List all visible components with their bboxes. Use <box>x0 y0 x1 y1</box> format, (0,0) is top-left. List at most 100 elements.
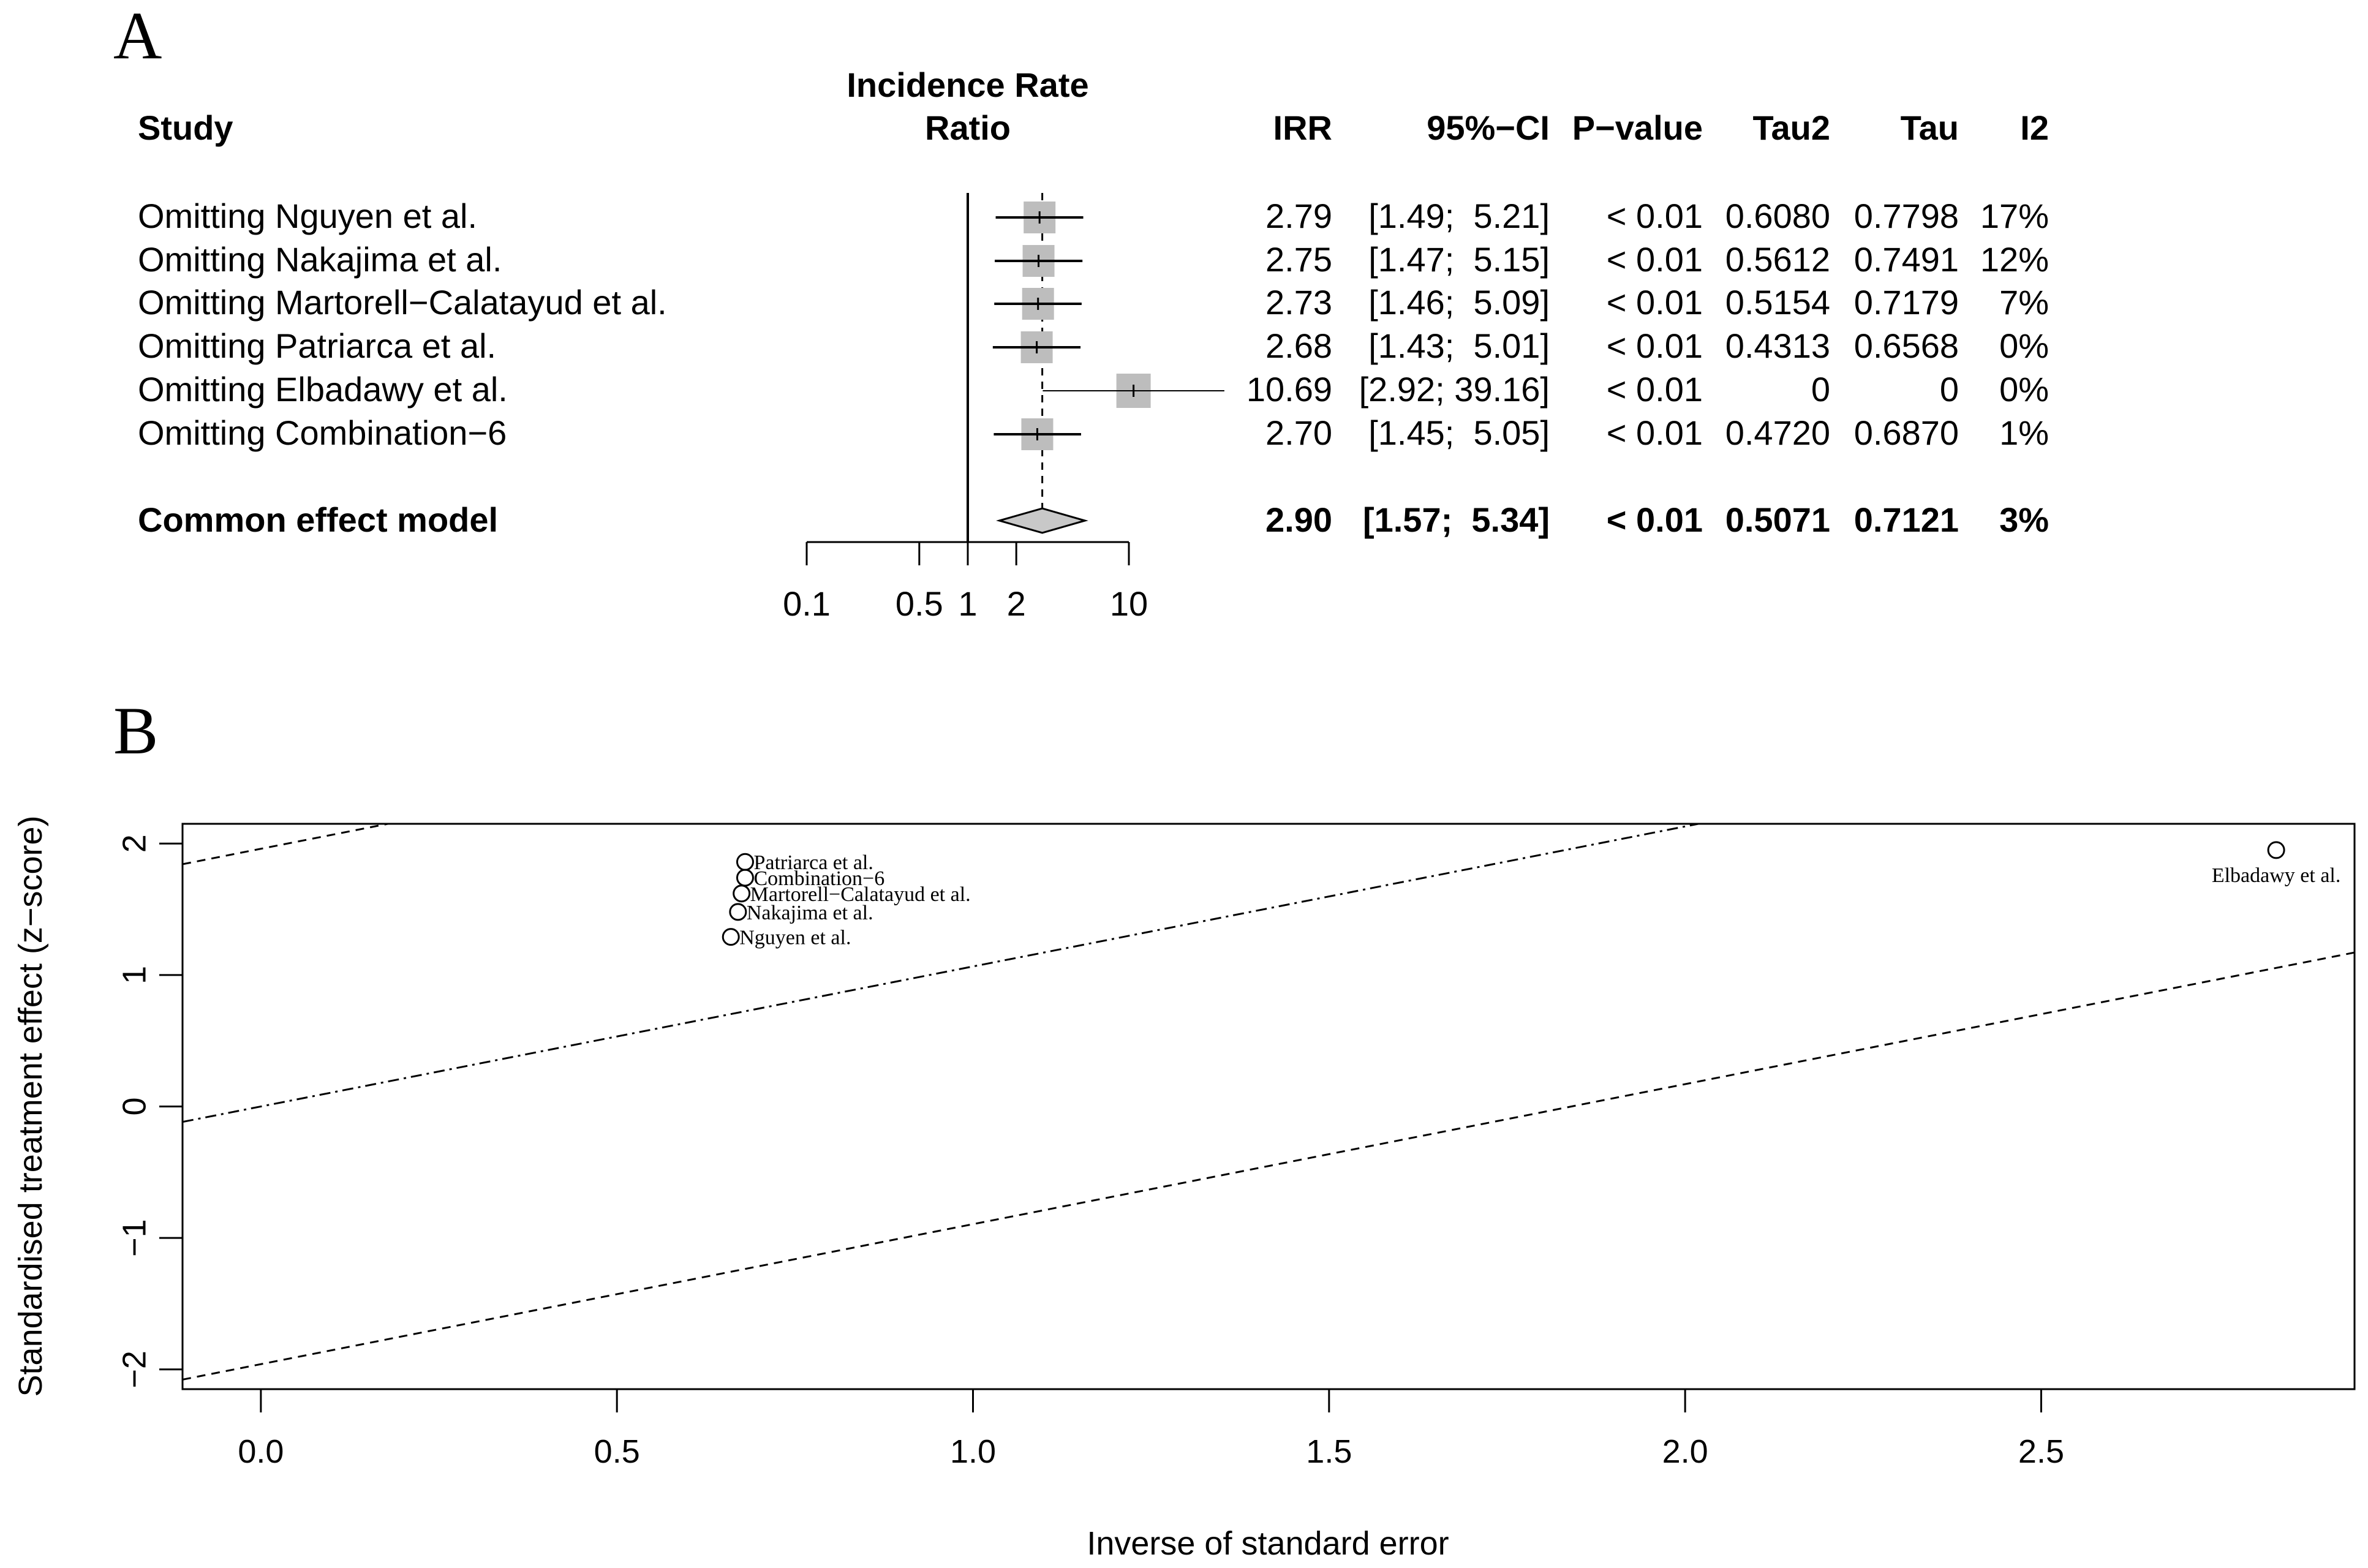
y-tick-label: 1 <box>116 966 153 984</box>
summary-tau2: 0.5071 <box>1725 500 1830 539</box>
row-tau: 0.6568 <box>1854 326 1959 365</box>
forest-rows: Omitting Nguyen et al. 2.79 [1.49; 5.21]… <box>138 197 2049 452</box>
study-point-label: Nakajima et al. <box>747 902 873 924</box>
row-ci: [1.49; 5.21] <box>1368 197 1550 235</box>
row-tau: 0.7798 <box>1854 197 1959 235</box>
panel-a: A Study Incidence Rate Ratio IRR 95%−CI … <box>113 0 2049 623</box>
panel-a-label: A <box>113 0 162 73</box>
header-effect-line1: Incidence Rate <box>847 66 1088 104</box>
summary-pvalue: < 0.01 <box>1607 500 1703 539</box>
row-pvalue: < 0.01 <box>1607 326 1703 365</box>
forest-summary-row: Common effect model 2.90 [1.57; 5.34] < … <box>138 500 2049 539</box>
header-tau: Tau <box>1901 108 1959 147</box>
row-i2: 1% <box>1999 413 2049 452</box>
study-point <box>2267 841 2285 859</box>
row-study: Omitting Elbadawy et al. <box>138 370 508 409</box>
y-axis-label: Standardised treatment effect (z−score) <box>12 816 49 1397</box>
header-study: Study <box>138 108 233 147</box>
forest-row: Omitting Nakajima et al. 2.75 [1.47; 5.1… <box>138 240 2049 279</box>
study-point <box>722 928 740 946</box>
study-point <box>736 853 754 871</box>
row-i2: 12% <box>1980 240 2049 279</box>
forest-x-tick-label: 2 <box>1007 584 1026 623</box>
forest-x-tick-label: 0.5 <box>896 584 943 623</box>
row-tau2: 0.4313 <box>1725 326 1830 365</box>
study-point-label: Nguyen et al. <box>739 927 851 949</box>
study-point-label: Patriarca et al. <box>753 851 873 874</box>
row-tau2: 0 <box>1811 370 1830 409</box>
row-ci: [1.43; 5.01] <box>1368 326 1550 365</box>
forest-row: Omitting Combination−6 2.70 [1.45; 5.05]… <box>138 413 2049 452</box>
summary-irr: 2.90 <box>1265 500 1332 539</box>
row-tau2: 0.4720 <box>1725 413 1830 452</box>
header-ci: 95%−CI <box>1427 108 1550 147</box>
plot-frame <box>181 823 2356 1390</box>
y-tick-label: 2 <box>116 834 153 853</box>
header-tau2: Tau2 <box>1752 108 1830 147</box>
study-point-label: Elbadawy et al. <box>2212 864 2341 887</box>
forest-x-tick-label: 10 <box>1110 584 1148 623</box>
row-ci: [1.47; 5.15] <box>1368 240 1550 279</box>
study-point-label: Martorell−Calatayud et al. <box>750 883 971 906</box>
summary-study: Common effect model <box>138 500 498 539</box>
x-tick-label: 1.0 <box>950 1433 996 1470</box>
row-irr: 2.79 <box>1265 197 1332 235</box>
study-point-label: Combination−6 <box>753 867 884 890</box>
summary-ci: [1.57; 5.34] <box>1363 500 1550 539</box>
row-ci: [1.45; 5.05] <box>1368 413 1550 452</box>
x-tick-label: 0.5 <box>594 1433 640 1470</box>
row-study: Omitting Patriarca et al. <box>138 326 496 365</box>
summary-tau: 0.7121 <box>1854 500 1959 539</box>
forest-x-tick-label: 1 <box>958 584 977 623</box>
header-effect-line2: Ratio <box>925 108 1011 147</box>
row-i2: 0% <box>1999 326 2049 365</box>
forest-row: Omitting Martorell−Calatayud et al. 2.73… <box>138 283 2049 322</box>
forest-row: Omitting Patriarca et al. 2.68 [1.43; 5.… <box>138 326 2049 365</box>
study-point <box>733 884 751 903</box>
row-study: Omitting Martorell−Calatayud et al. <box>138 283 667 322</box>
forest-row: Omitting Elbadawy et al. 10.69 [2.92; 39… <box>138 370 2049 409</box>
row-tau2: 0.6080 <box>1725 197 1830 235</box>
row-tau: 0.7179 <box>1854 283 1959 322</box>
galbraith-plot-area: 0.0 0.5 1.0 1.5 2.0 2.5 −2 −1 0 1 2 Patriarca et al… <box>116 824 2355 1470</box>
row-irr: 2.70 <box>1265 413 1332 452</box>
row-study: Omitting Nakajima et al. <box>138 240 502 279</box>
row-tau2: 0.5154 <box>1725 283 1830 322</box>
reference-lines <box>183 824 2355 1381</box>
row-i2: 7% <box>1999 283 2049 322</box>
row-irr: 10.69 <box>1246 370 1332 409</box>
summary-i2: 3% <box>1999 500 2049 539</box>
row-study: Omitting Combination−6 <box>138 413 507 452</box>
forest-row: Omitting Nguyen et al. 2.79 [1.49; 5.21]… <box>138 197 2049 235</box>
forest-x-tick-label: 0.1 <box>783 584 831 623</box>
x-tick-label: 2.0 <box>1662 1433 1708 1470</box>
y-tick-label: 0 <box>116 1097 153 1115</box>
row-irr: 2.75 <box>1265 240 1332 279</box>
row-tau: 0.7491 <box>1854 240 1959 279</box>
row-study: Omitting Nguyen et al. <box>138 197 477 235</box>
row-i2: 17% <box>1980 197 2049 235</box>
row-ci: [1.46; 5.09] <box>1368 283 1550 322</box>
header-i2: I2 <box>2020 108 2049 147</box>
header-pvalue: P−value <box>1572 108 1703 147</box>
forest-plot-area: 0.1 0.5 1 2 10 <box>783 193 1224 623</box>
x-tick-label: 1.5 <box>1306 1433 1352 1470</box>
panel-b-label: B <box>113 693 158 768</box>
study-point <box>729 903 747 921</box>
x-tick-label: 2.5 <box>2018 1433 2064 1470</box>
header-irr: IRR <box>1273 108 1332 147</box>
x-axis-label: Inverse of standard error <box>1087 1525 1449 1562</box>
x-tick-label: 0.0 <box>238 1433 284 1470</box>
row-irr: 2.68 <box>1265 326 1332 365</box>
row-pvalue: < 0.01 <box>1607 413 1703 452</box>
row-pvalue: < 0.01 <box>1607 370 1703 409</box>
row-pvalue: < 0.01 <box>1607 197 1703 235</box>
row-i2: 0% <box>1999 370 2049 409</box>
row-pvalue: < 0.01 <box>1607 283 1703 322</box>
summary-diamond <box>996 507 1088 534</box>
row-tau2: 0.5612 <box>1725 240 1830 279</box>
regression-line <box>183 824 1703 1123</box>
lower-bound-line <box>183 951 2355 1381</box>
row-ci: [2.92; 39.16] <box>1359 370 1550 409</box>
